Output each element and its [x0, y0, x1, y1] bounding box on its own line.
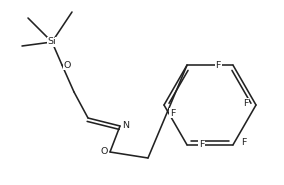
Text: F: F: [243, 98, 248, 107]
Text: F: F: [170, 108, 176, 117]
Text: F: F: [216, 61, 221, 70]
Text: F: F: [241, 138, 247, 147]
Text: O: O: [64, 60, 71, 70]
Text: O: O: [101, 147, 108, 157]
Text: N: N: [122, 120, 129, 130]
Text: Si: Si: [48, 38, 56, 46]
Text: F: F: [199, 140, 204, 149]
